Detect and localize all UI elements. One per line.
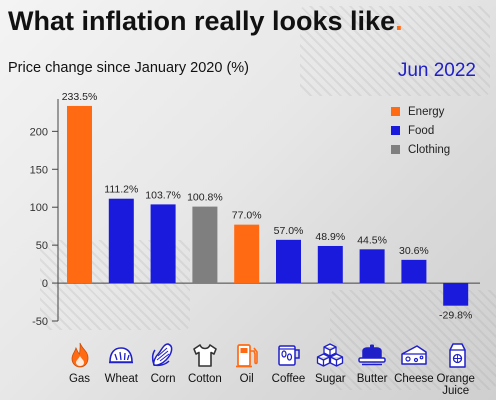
y-tick-label: 150 <box>30 164 48 176</box>
sugar-cubes-icon <box>317 343 344 367</box>
category-sugar: Sugar <box>302 340 358 385</box>
fuel-pump-icon <box>235 344 258 368</box>
bar-gas <box>67 105 92 284</box>
category-coffee: Coffee <box>261 340 317 385</box>
legend-label: Energy <box>408 105 445 118</box>
legend-item-food: Food <box>391 121 450 140</box>
data-label: 233.5% <box>62 91 98 103</box>
legend-item-clothing: Clothing <box>391 140 450 159</box>
bar-cheese <box>401 259 427 284</box>
category-label: Cotton <box>187 373 222 385</box>
legend-item-energy: Energy <box>391 102 450 121</box>
category-label: Wheat <box>104 373 138 385</box>
title-dot: . <box>395 6 403 36</box>
category-label: Orange Juice <box>436 373 475 397</box>
bar-oil <box>234 224 260 284</box>
y-tick-label: 50 <box>36 240 48 252</box>
category-label: Sugar <box>314 373 346 385</box>
category-corn: Corn <box>135 340 191 385</box>
tshirt-icon <box>193 344 217 367</box>
butter-dish-icon <box>358 344 386 366</box>
category-label: Gas <box>68 373 91 385</box>
data-label: 30.6% <box>399 245 429 257</box>
bar-coffee <box>276 239 301 284</box>
data-label: 111.2% <box>104 184 138 196</box>
data-label: 77.0% <box>232 210 262 222</box>
bar-corn <box>150 204 176 284</box>
legend: Energy Food Clothing <box>391 102 450 159</box>
category-orange-juice: Orange Juice <box>428 340 484 397</box>
legend-swatch-food <box>391 126 400 135</box>
legend-label: Clothing <box>408 143 451 156</box>
legend-swatch-clothing <box>391 145 400 154</box>
category-label: Butter <box>356 373 388 385</box>
bread-icon <box>109 347 134 364</box>
category-label: Oil <box>239 373 254 385</box>
bar-wheat <box>108 198 134 284</box>
data-label: 48.9% <box>315 231 345 243</box>
juice-carton-icon <box>448 343 466 368</box>
corn-icon <box>151 343 173 367</box>
category-label: Cheese <box>394 373 434 385</box>
legend-swatch-energy <box>391 107 400 116</box>
category-cheese: Cheese <box>386 340 442 385</box>
date-label: Jun 2022 <box>397 60 476 81</box>
data-label: 100.8% <box>187 192 223 204</box>
category-oil: Oil <box>219 340 275 385</box>
y-tick-label: 0 <box>42 278 48 290</box>
category-butter: Butter <box>344 340 400 385</box>
flame-icon <box>71 342 88 368</box>
category-label: Coffee <box>271 373 306 385</box>
category-cotton: Cotton <box>177 340 233 385</box>
bar-sugar <box>317 245 343 284</box>
background-banknote-texture <box>330 290 496 390</box>
y-tick-label: 200 <box>30 126 48 138</box>
bar-butter <box>359 249 385 284</box>
cheese-icon <box>401 345 427 365</box>
legend-label: Food <box>408 124 435 137</box>
bar-cotton <box>192 206 218 284</box>
y-tick-label: 100 <box>30 202 48 214</box>
page-title: What inflation really looks like. <box>8 6 403 36</box>
data-label: 57.0% <box>274 225 304 237</box>
chart-subtitle: Price change since January 2020 (%) <box>8 60 249 76</box>
bar-orange-juice <box>443 283 469 306</box>
category-wheat: Wheat <box>93 340 149 385</box>
category-label: Corn <box>150 373 176 385</box>
category-gas: Gas <box>52 340 108 385</box>
y-tick-label: -50 <box>32 316 48 328</box>
data-label: 103.7% <box>145 189 181 201</box>
data-label: 44.5% <box>357 234 387 246</box>
coffee-icon <box>277 345 300 366</box>
data-label: -29.8% <box>439 310 472 322</box>
background-banknote-texture <box>300 6 490 96</box>
